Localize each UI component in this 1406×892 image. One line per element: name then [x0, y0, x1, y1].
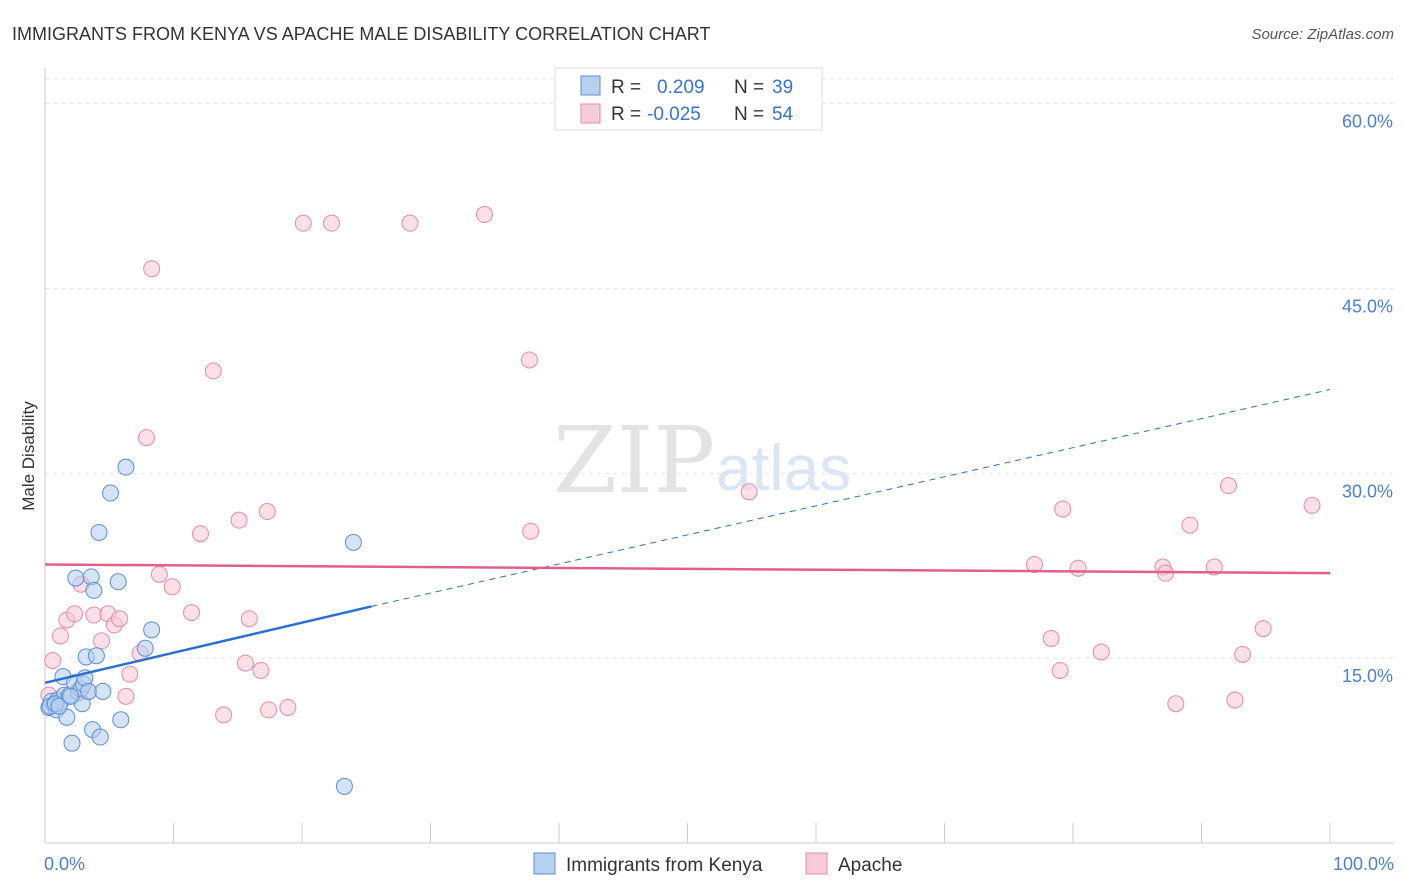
legend-r-label-kenya: R = [611, 77, 641, 98]
point-kenya-28 [109, 573, 127, 591]
point-apache-30 [279, 698, 297, 716]
point-kenya-37 [50, 697, 68, 715]
trend-line-kenya-extension [371, 389, 1331, 607]
point-kenya-29 [112, 711, 130, 729]
trend-line-apache [44, 563, 1331, 575]
legend-swatch-kenya [580, 75, 601, 96]
watermark-atlas: atlas [716, 432, 851, 504]
point-apache-12 [111, 610, 129, 628]
watermark: ZIP atlas [553, 407, 851, 514]
legend-bottom-label-kenya[interactable]: Immigrants from Kenya [566, 855, 763, 876]
point-apache-53 [1303, 496, 1321, 514]
point-apache-37 [740, 483, 758, 501]
point-kenya-25 [91, 728, 109, 746]
legend-swatch-apache [580, 103, 601, 124]
watermark-zip: ZIP [553, 407, 715, 514]
x-tick-label-min: 0.0% [44, 854, 85, 874]
point-kenya-31 [136, 639, 154, 657]
point-apache-18 [150, 565, 168, 583]
point-apache-27 [252, 661, 270, 679]
chart-title: IMMIGRANTS FROM KENYA VS APACHE MALE DIS… [12, 24, 710, 44]
legend-n-value-kenya: 39 [772, 77, 793, 98]
point-kenya-10 [63, 734, 81, 752]
point-apache-47 [1181, 516, 1199, 534]
point-apache-14 [121, 665, 139, 683]
point-apache-39 [1042, 629, 1060, 647]
point-apache-20 [182, 604, 200, 622]
point-kenya-23 [87, 647, 105, 665]
point-apache-8 [85, 606, 103, 624]
legend-n-label-apache: N = [734, 104, 764, 125]
trend-lines [44, 389, 1331, 685]
series-legend: Immigrants from Kenya Apache [533, 852, 902, 876]
legend-bottom-swatch-apache[interactable] [805, 852, 828, 875]
y-tick-label-30: 30.0% [1342, 481, 1393, 501]
point-apache-4 [66, 605, 84, 623]
point-apache-31 [294, 214, 312, 232]
point-apache-33 [401, 214, 419, 232]
legend-n-value-apache: 54 [772, 104, 794, 125]
x-tick-label-max: 100.0% [1333, 854, 1394, 874]
point-apache-49 [1219, 477, 1237, 495]
point-apache-21 [191, 525, 209, 543]
point-apache-46 [1167, 695, 1185, 713]
point-apache-26 [240, 610, 258, 628]
point-kenya-38 [62, 687, 80, 705]
point-kenya-34 [335, 777, 353, 795]
point-kenya-22 [85, 581, 103, 599]
point-apache-42 [1069, 559, 1087, 577]
stats-legend: R = 0.209 N = 39 R = -0.025 N = 54 [554, 67, 823, 131]
y-tick-label-60: 60.0% [1342, 112, 1393, 132]
point-apache-23 [215, 706, 233, 724]
legend-r-label-apache: R = [611, 104, 641, 125]
point-kenya-12 [67, 569, 85, 587]
point-apache-1 [44, 652, 62, 670]
chart-source: Source: ZipAtlas.com [1251, 26, 1394, 43]
point-apache-24 [230, 511, 248, 529]
y-axis-label: Male Disability [19, 401, 38, 511]
legend-r-value-apache: -0.025 [647, 104, 701, 125]
point-apache-28 [258, 503, 276, 521]
point-apache-22 [204, 362, 222, 380]
point-apache-13 [117, 687, 135, 705]
point-apache-9 [93, 632, 111, 650]
legend-bottom-swatch-kenya[interactable] [533, 852, 556, 875]
point-apache-35 [520, 351, 538, 369]
point-kenya-27 [102, 484, 120, 502]
point-apache-17 [143, 260, 161, 278]
point-apache-29 [260, 701, 278, 719]
point-apache-50 [1226, 691, 1244, 709]
point-apache-34 [475, 206, 493, 224]
point-kenya-19 [80, 682, 98, 700]
trend-line-kenya [44, 605, 372, 685]
y-tick-label-45: 45.0% [1342, 296, 1393, 316]
legend-bottom-label-apache[interactable]: Apache [838, 855, 902, 876]
point-kenya-26 [94, 682, 112, 700]
legend-r-value-kenya: 0.209 [657, 77, 705, 98]
y-tick-labels: 15.0% 30.0% 45.0% 60.0% [1342, 112, 1393, 687]
point-apache-40 [1051, 661, 1069, 679]
point-kenya-32 [143, 621, 161, 639]
legend-n-label-kenya: N = [734, 77, 764, 98]
point-apache-48 [1205, 558, 1223, 576]
point-kenya-33 [344, 533, 362, 551]
point-apache-16 [138, 429, 156, 447]
point-apache-36 [522, 522, 540, 540]
point-apache-25 [236, 654, 254, 672]
point-apache-51 [1234, 645, 1252, 663]
y-tick-label-15: 15.0% [1342, 666, 1393, 686]
point-apache-2 [51, 627, 69, 645]
point-apache-38 [1025, 556, 1043, 574]
point-apache-43 [1092, 643, 1110, 661]
point-apache-52 [1254, 620, 1272, 638]
point-kenya-24 [90, 523, 108, 541]
point-apache-19 [163, 578, 181, 596]
point-apache-41 [1054, 500, 1072, 518]
point-kenya-30 [117, 458, 135, 476]
point-apache-32 [323, 214, 341, 232]
